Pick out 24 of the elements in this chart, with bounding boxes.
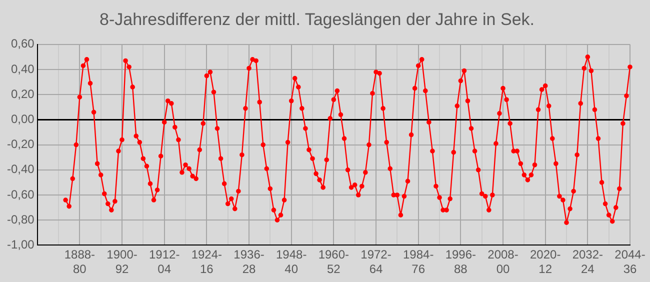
x-tick-label: 1960-52: [318, 248, 350, 276]
y-tick-label: -0,80: [6, 212, 35, 226]
x-tick-label: 2008-00: [488, 248, 518, 276]
x-tick-label: 1900-92: [106, 248, 138, 276]
x-tick-label: 1948-40: [276, 248, 307, 276]
y-tick-label: -0,40: [6, 162, 35, 176]
x-tick-label: 1996-88: [445, 248, 476, 276]
x-tick-label: 1912-04: [148, 248, 180, 276]
y-tick-label: 0,20: [10, 86, 35, 101]
chart-title: 8-Jahresdifferenz der mittl. Tageslängen der Jahre in Sek.: [99, 10, 535, 29]
y-tick-label: -0,60: [6, 187, 35, 202]
y-tick-label: -1,00: [6, 238, 35, 252]
x-tick-label: 2044-36: [614, 248, 646, 276]
x-tick-label: 1924-16: [191, 248, 222, 276]
x-tick-label: 1972-64: [360, 248, 392, 276]
y-tick-label: -0,20: [6, 137, 35, 152]
x-tick-label: 1888-80: [64, 248, 96, 276]
x-tick-label: 2032-24: [572, 248, 604, 276]
x-tick-label: 1936-28: [234, 248, 264, 276]
y-tick-label: 0,00: [10, 112, 35, 126]
y-tick-label: 0,60: [10, 36, 35, 51]
x-tick-label: 1984-76: [402, 248, 434, 276]
x-tick-label: 2020-12: [530, 248, 561, 276]
y-tick-label: 0,40: [10, 62, 35, 76]
